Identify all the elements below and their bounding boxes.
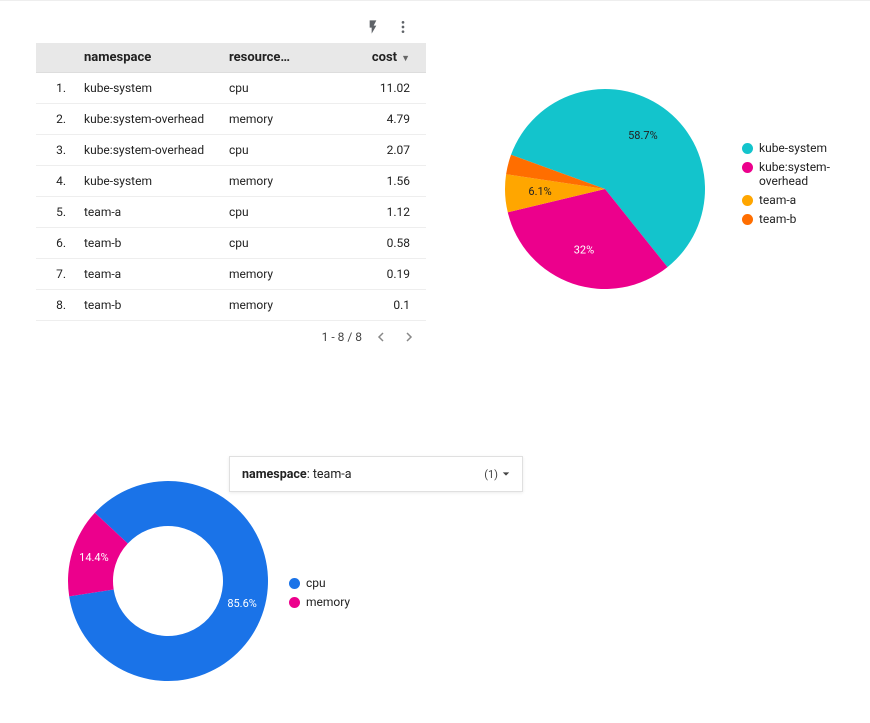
namespace-pie-legend: kube-system kube:system-overhead team-a tea…	[742, 141, 862, 231]
row-namespace: team-b	[76, 228, 221, 259]
row-cost: 2.07	[331, 135, 426, 166]
legend-swatch	[289, 578, 300, 589]
table-row[interactable]: 3. kube:system-overhead cpu 2.07	[36, 135, 426, 166]
table-toolbar	[365, 19, 411, 35]
row-namespace: kube:system-overhead	[76, 104, 221, 135]
row-index: 7.	[36, 259, 76, 290]
legend-label: kube:system-overhead	[759, 160, 862, 188]
row-resource: memory	[221, 166, 331, 197]
row-index: 2.	[36, 104, 76, 135]
row-index: 3.	[36, 135, 76, 166]
legend-label: cpu	[306, 576, 326, 590]
col-resource[interactable]: resource…	[221, 43, 331, 73]
row-cost: 0.58	[331, 228, 426, 259]
table-row[interactable]: 5. team-a cpu 1.12	[36, 197, 426, 228]
row-resource: memory	[221, 259, 331, 290]
row-namespace: kube:system-overhead	[76, 135, 221, 166]
row-cost: 4.79	[331, 104, 426, 135]
namespace-filter-dropdown[interactable]: namespace: team-a (1)	[229, 456, 523, 492]
row-namespace: team-b	[76, 290, 221, 321]
legend-label: memory	[306, 595, 350, 609]
legend-label: kube-system	[759, 141, 827, 155]
row-index: 4.	[36, 166, 76, 197]
legend-label: team-b	[759, 212, 796, 226]
row-resource: cpu	[221, 135, 331, 166]
legend-item[interactable]: memory	[289, 595, 350, 609]
legend-swatch	[289, 597, 300, 608]
slice-label: 58.7%	[628, 129, 658, 142]
filter-count: (1)	[484, 468, 510, 481]
row-cost: 1.12	[331, 197, 426, 228]
legend-swatch	[742, 143, 753, 154]
row-resource: memory	[221, 104, 331, 135]
table-row[interactable]: 2. kube:system-overhead memory 4.79	[36, 104, 426, 135]
col-cost[interactable]: cost▼	[331, 43, 426, 73]
caret-down-icon	[502, 470, 510, 478]
row-resource: cpu	[221, 73, 331, 104]
legend-item[interactable]: cpu	[289, 576, 350, 590]
row-namespace: kube-system	[76, 166, 221, 197]
resource-donut-legend: cpu memory	[289, 576, 350, 614]
row-resource: cpu	[221, 197, 331, 228]
row-index: 6.	[36, 228, 76, 259]
row-index: 5.	[36, 197, 76, 228]
pager-next[interactable]	[400, 328, 418, 346]
pager-prev[interactable]	[372, 328, 390, 346]
namespace-pie-chart: 58.7% 32% 6.1%	[495, 79, 725, 299]
col-index[interactable]	[36, 43, 76, 73]
row-cost: 11.02	[331, 73, 426, 104]
row-resource: cpu	[221, 228, 331, 259]
legend-item[interactable]: team-a	[742, 193, 862, 207]
row-cost: 0.19	[331, 259, 426, 290]
legend-swatch	[742, 195, 753, 206]
table-row[interactable]: 4. kube-system memory 1.56	[36, 166, 426, 197]
table-row[interactable]: 6. team-b cpu 0.58	[36, 228, 426, 259]
legend-item[interactable]: kube:system-overhead	[742, 160, 862, 188]
row-cost: 1.56	[331, 166, 426, 197]
table-row[interactable]: 8. team-b memory 0.1	[36, 290, 426, 321]
table-pager: 1 - 8 / 8	[36, 321, 426, 346]
resource-donut-chart: 85.6% 14.4%	[63, 476, 273, 686]
table-row[interactable]: 7. team-a memory 0.19	[36, 259, 426, 290]
row-index: 1.	[36, 73, 76, 104]
row-namespace: team-a	[76, 259, 221, 290]
more-vert-icon[interactable]	[395, 19, 411, 35]
slice-label: 14.4%	[79, 551, 109, 564]
row-namespace: team-a	[76, 197, 221, 228]
row-namespace: kube-system	[76, 73, 221, 104]
row-resource: memory	[221, 290, 331, 321]
legend-label: team-a	[759, 193, 796, 207]
slice-label: 85.6%	[227, 597, 257, 610]
legend-item[interactable]: kube-system	[742, 141, 862, 155]
legend-item[interactable]: team-b	[742, 212, 862, 226]
pager-range: 1 - 8 / 8	[322, 330, 362, 344]
slice-label: 32%	[574, 243, 594, 256]
legend-swatch	[742, 162, 753, 173]
bolt-icon[interactable]	[365, 19, 381, 35]
slice-label: 6.1%	[528, 185, 551, 198]
cost-table: namespace resource… cost▼ 1. kube-system…	[36, 43, 426, 346]
row-index: 8.	[36, 290, 76, 321]
col-namespace[interactable]: namespace	[76, 43, 221, 73]
row-cost: 0.1	[331, 290, 426, 321]
table-row[interactable]: 1. kube-system cpu 11.02	[36, 73, 426, 104]
legend-swatch	[742, 214, 753, 225]
sort-desc-icon: ▼	[401, 54, 410, 64]
